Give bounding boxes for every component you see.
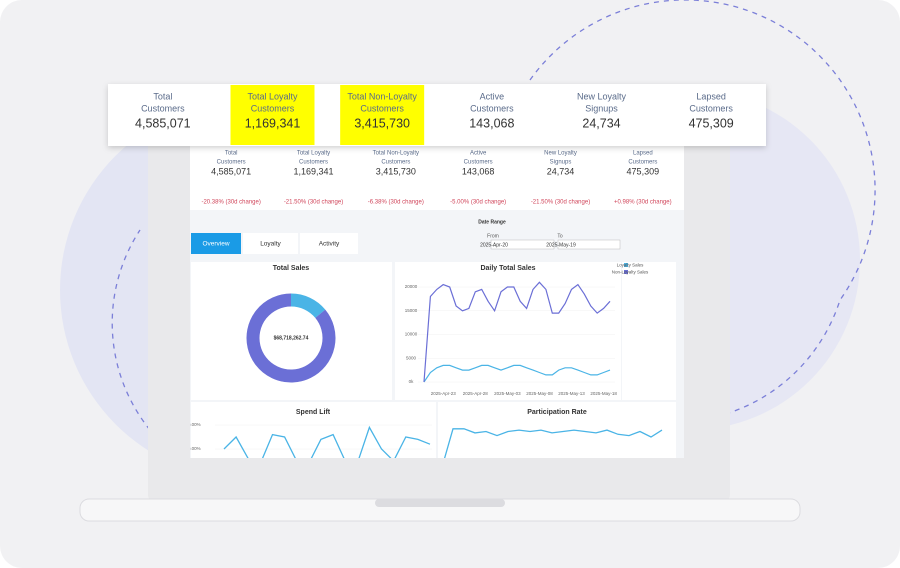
tab[interactable] [191, 233, 241, 254]
y-tick-label: 0k [409, 379, 415, 384]
kpi-label: Signups [550, 160, 572, 166]
date-input[interactable] [557, 239, 621, 250]
panel [438, 402, 676, 458]
kpi-label: Customers [299, 160, 328, 166]
date-label: From [487, 233, 499, 239]
x-tick-label: 2025-May-08 [526, 391, 553, 396]
kpi-change: -21.50% (30d change) [284, 200, 343, 206]
panel-title: Participation Rate [527, 409, 587, 416]
legend-swatch [624, 263, 628, 267]
tab-label[interactable]: Overview [202, 241, 229, 248]
kpi-value: 24,734 [582, 116, 620, 130]
kpi-change: +0.98% (30d change) [614, 200, 672, 206]
kpi-change: -6.38% (30d change) [368, 200, 424, 206]
kpi-label: Total Loyalty [297, 151, 330, 157]
highlight [340, 85, 425, 145]
kpi-value: 4,585,071 [211, 166, 251, 176]
panel [395, 262, 621, 400]
kpi-value: 475,309 [627, 166, 660, 176]
tab[interactable] [243, 233, 298, 254]
kpi-label: Customers [689, 103, 733, 113]
kpi-value: 4,585,071 [135, 116, 191, 130]
kpi-value: 24,734 [547, 166, 575, 176]
line [443, 428, 663, 458]
date-input[interactable] [490, 239, 555, 250]
kpi-value: 3,415,730 [354, 116, 410, 130]
y-tick-label: 15000 [405, 308, 418, 313]
kpi-label: Lapsed [633, 151, 653, 157]
legend-swatch [624, 270, 628, 274]
tab[interactable] [300, 233, 358, 254]
kpi-label: Total Loyalty [247, 91, 298, 101]
kpi-label: New Loyalty [544, 151, 577, 157]
decor-dash [529, 0, 876, 421]
donut-segment [290, 293, 326, 319]
kpi-value: 143,068 [469, 116, 514, 130]
kpi-label: Customers [628, 160, 657, 166]
kpi-label: Customers [251, 103, 295, 113]
y-tick-label: 10000 [405, 332, 418, 337]
line [423, 364, 611, 383]
legend-label: Non-Loyalty Sales [612, 270, 649, 275]
kpi-value: 475,309 [689, 116, 734, 130]
kpi-label: New Loyalty [577, 91, 627, 101]
highlight [230, 85, 315, 145]
kpi-label: Signups [585, 103, 618, 113]
panel-title: Daily Total Sales [480, 265, 535, 272]
line [223, 425, 431, 458]
laptop-notch [375, 499, 505, 507]
kpi-label: Lapsed [696, 91, 726, 101]
date-value: 2025-Apr-20 [480, 242, 508, 248]
kpi-change: -21.50% (30d change) [531, 200, 590, 206]
kpi-value: 1,169,341 [245, 116, 301, 130]
kpi-label: Customers [381, 160, 410, 166]
kpi-change: -20.38% (30d change) [201, 200, 260, 206]
callout-card [108, 84, 766, 146]
y-tick-label: 10.00% [185, 446, 200, 451]
date-label: To [557, 233, 563, 239]
kpi-value: 143,068 [462, 166, 495, 176]
panel [622, 262, 676, 400]
kpi-label: Active [470, 151, 487, 157]
panel-title: Total Sales [273, 265, 310, 272]
line [423, 281, 611, 383]
x-tick-label: 2025-Apr-28 [463, 391, 489, 396]
kpi-label: Active [480, 91, 505, 101]
tab-label[interactable]: Activity [319, 241, 340, 248]
panel [191, 402, 436, 458]
kpi-label: Customers [217, 160, 246, 166]
kpi-label: Customers [464, 160, 493, 166]
kpi-callout: Total Customers 4,585,071 Total Loyalty Cust… [108, 84, 766, 146]
kpi-label: Customers [141, 103, 185, 113]
kpi-label: Customers [470, 103, 514, 113]
kpi-label: Total Non-Loyalty [347, 91, 417, 101]
x-tick-label: 2025-Apr-23 [431, 391, 457, 396]
date-range-title: Date Range [478, 219, 506, 225]
kpi-label: Customers [360, 103, 404, 113]
kpi-change: -5.00% (30d change) [450, 200, 506, 206]
x-tick-label: 2025-May-13 [558, 391, 585, 396]
kpi-label: Total Non-Loyalty [373, 151, 419, 157]
legend-label: Loyalty Sales [617, 263, 645, 268]
date-value: 2025-May-19 [546, 242, 576, 248]
kpi-value: 1,169,341 [293, 166, 333, 176]
x-tick-label: 2025-May-03 [494, 391, 521, 396]
panel-title: Spend Lift [296, 409, 331, 416]
donut-segment [246, 293, 336, 383]
kpi-value: 3,415,730 [376, 166, 416, 176]
kpi-label: Total [225, 151, 238, 157]
x-tick-label: 2025-May-18 [590, 391, 617, 396]
tab-label[interactable]: Loyalty [260, 241, 281, 248]
donut-center: $68,718,262.74 [274, 335, 309, 341]
y-tick-label: 20.00% [185, 422, 200, 427]
kpi-label: Total [153, 91, 172, 101]
y-tick-label: 20000 [405, 284, 418, 289]
y-tick-label: 5000 [406, 355, 417, 360]
